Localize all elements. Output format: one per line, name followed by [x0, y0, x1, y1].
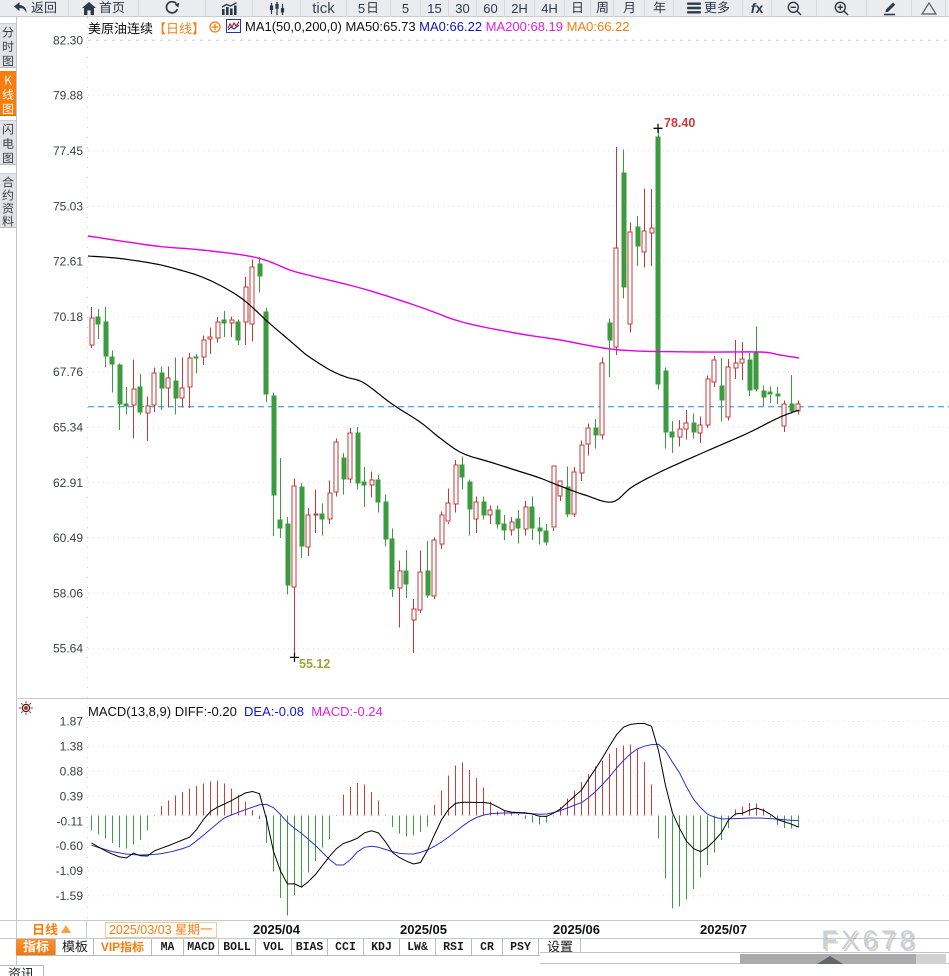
svg-text:78.40: 78.40	[664, 116, 695, 130]
svg-text:77.45: 77.45	[53, 144, 83, 158]
svg-text:55.64: 55.64	[53, 642, 83, 656]
svg-text:67.76: 67.76	[53, 365, 83, 379]
svg-text:58.06: 58.06	[53, 586, 83, 600]
svg-text:0.88: 0.88	[60, 765, 84, 779]
svg-text:-0.11: -0.11	[57, 814, 84, 828]
svg-text:1.87: 1.87	[60, 715, 84, 729]
svg-text:0.39: 0.39	[60, 789, 84, 803]
svg-text:79.88: 79.88	[53, 89, 83, 103]
svg-text:-0.60: -0.60	[56, 839, 84, 853]
svg-text:1.38: 1.38	[60, 740, 84, 754]
svg-text:75.03: 75.03	[53, 199, 83, 213]
svg-text:60.49: 60.49	[53, 531, 83, 545]
svg-text:-1.09: -1.09	[56, 864, 84, 878]
svg-text:62.91: 62.91	[53, 476, 83, 490]
svg-text:55.12: 55.12	[299, 657, 330, 671]
svg-text:-1.59: -1.59	[56, 889, 84, 903]
svg-text:72.61: 72.61	[53, 255, 83, 269]
svg-text:82.30: 82.30	[53, 33, 83, 47]
svg-text:65.34: 65.34	[53, 421, 83, 435]
svg-text:70.18: 70.18	[53, 310, 83, 324]
